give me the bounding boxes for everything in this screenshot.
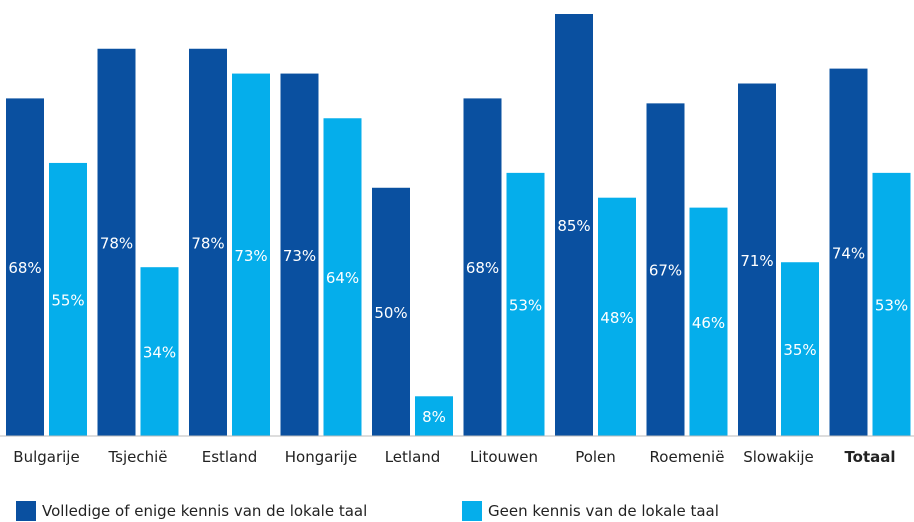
bar-tsjechië-series-1 — [97, 48, 136, 437]
bar-roemenië-series-1 — [646, 103, 685, 436]
x-tick-label-hongarije: Hongarije — [285, 448, 357, 466]
bar-polen-series-2 — [598, 197, 636, 436]
data-label-totaal-series-2: 53% — [875, 296, 908, 314]
data-label-hongarije-series-1: 73% — [283, 247, 316, 265]
legend-label-series-1: Volledige of enige kennis van de lokale … — [42, 502, 368, 520]
data-label-bulgarije-series-2: 55% — [51, 291, 84, 309]
data-label-tsjechië-series-2: 34% — [143, 344, 176, 362]
legend-swatch-series-2 — [462, 501, 482, 521]
bars-group: 68% 55% 78% 34% 78% 73% 73% 64% 50% 8% 68% 53% 85% 48… — [6, 14, 911, 437]
data-label-bulgarije-series-1: 68% — [8, 259, 41, 277]
data-label-totaal-series-1: 74% — [832, 244, 865, 262]
data-label-letland-series-1: 50% — [374, 304, 407, 322]
x-tick-labels: Bulgarije Tsjechië Estland Hongarije Letland… — [13, 448, 895, 466]
data-label-slowakije-series-1: 71% — [740, 252, 773, 270]
x-tick-label-letland: Letland — [385, 448, 441, 466]
data-label-litouwen-series-1: 68% — [466, 259, 499, 277]
x-tick-label-litouwen: Litouwen — [470, 448, 538, 466]
bar-roemenië-series-2 — [689, 207, 728, 436]
bar-totaal-series-1 — [829, 68, 868, 437]
x-tick-label-estland: Estland — [202, 448, 258, 466]
data-label-letland-series-2: 8% — [422, 408, 446, 426]
legend-item-series-1: Volledige of enige kennis van de lokale … — [16, 500, 367, 522]
data-label-litouwen-series-2: 53% — [509, 296, 542, 314]
data-label-estland-series-2: 73% — [234, 247, 267, 265]
legend-item-series-2: Geen kennis van de lokale taal — [462, 500, 719, 522]
data-label-roemenië-series-2: 46% — [692, 314, 725, 332]
x-tick-label-tsjechië: Tsjechië — [107, 448, 167, 466]
data-label-slowakije-series-2: 35% — [783, 341, 816, 359]
legend-swatch-series-1 — [16, 501, 36, 521]
x-tick-label-slowakije: Slowakije — [743, 448, 814, 466]
bar-bulgarije-series-2 — [49, 162, 87, 437]
bar-estland-series-2 — [232, 73, 270, 436]
bar-hongarije-series-2 — [323, 118, 362, 437]
data-label-hongarije-series-2: 64% — [326, 269, 359, 287]
data-label-roemenië-series-1: 67% — [649, 262, 682, 280]
legend-label-series-2: Geen kennis van de lokale taal — [488, 502, 719, 520]
bar-letland-series-1 — [372, 187, 410, 436]
bar-hongarije-series-1 — [280, 73, 319, 436]
bar-chart: 68% 55% 78% 34% 78% 73% 73% 64% 50% 8% 68% 53% 85% 48… — [0, 14, 914, 466]
data-label-polen-series-1: 85% — [557, 217, 590, 235]
data-label-tsjechië-series-1: 78% — [100, 234, 133, 252]
x-tick-label-polen: Polen — [575, 448, 616, 466]
bar-letland-series-2 — [415, 396, 453, 436]
bar-slowakije-series-1 — [738, 83, 776, 436]
bar-bulgarije-series-1 — [6, 98, 44, 437]
x-tick-label-totaal: Totaal — [844, 448, 895, 466]
bar-slowakije-series-2 — [781, 262, 819, 436]
bar-litouwen-series-1 — [463, 98, 502, 437]
bar-totaal-series-2 — [872, 172, 911, 436]
data-label-polen-series-2: 48% — [600, 309, 633, 327]
x-tick-label-bulgarije: Bulgarije — [13, 448, 79, 466]
bar-estland-series-1 — [189, 48, 227, 437]
bar-litouwen-series-2 — [506, 172, 545, 436]
bar-tsjechië-series-2 — [140, 267, 179, 436]
data-label-estland-series-1: 78% — [191, 234, 224, 252]
bar-polen-series-1 — [555, 14, 593, 436]
x-tick-label-roemenië: Roemenië — [650, 448, 725, 466]
